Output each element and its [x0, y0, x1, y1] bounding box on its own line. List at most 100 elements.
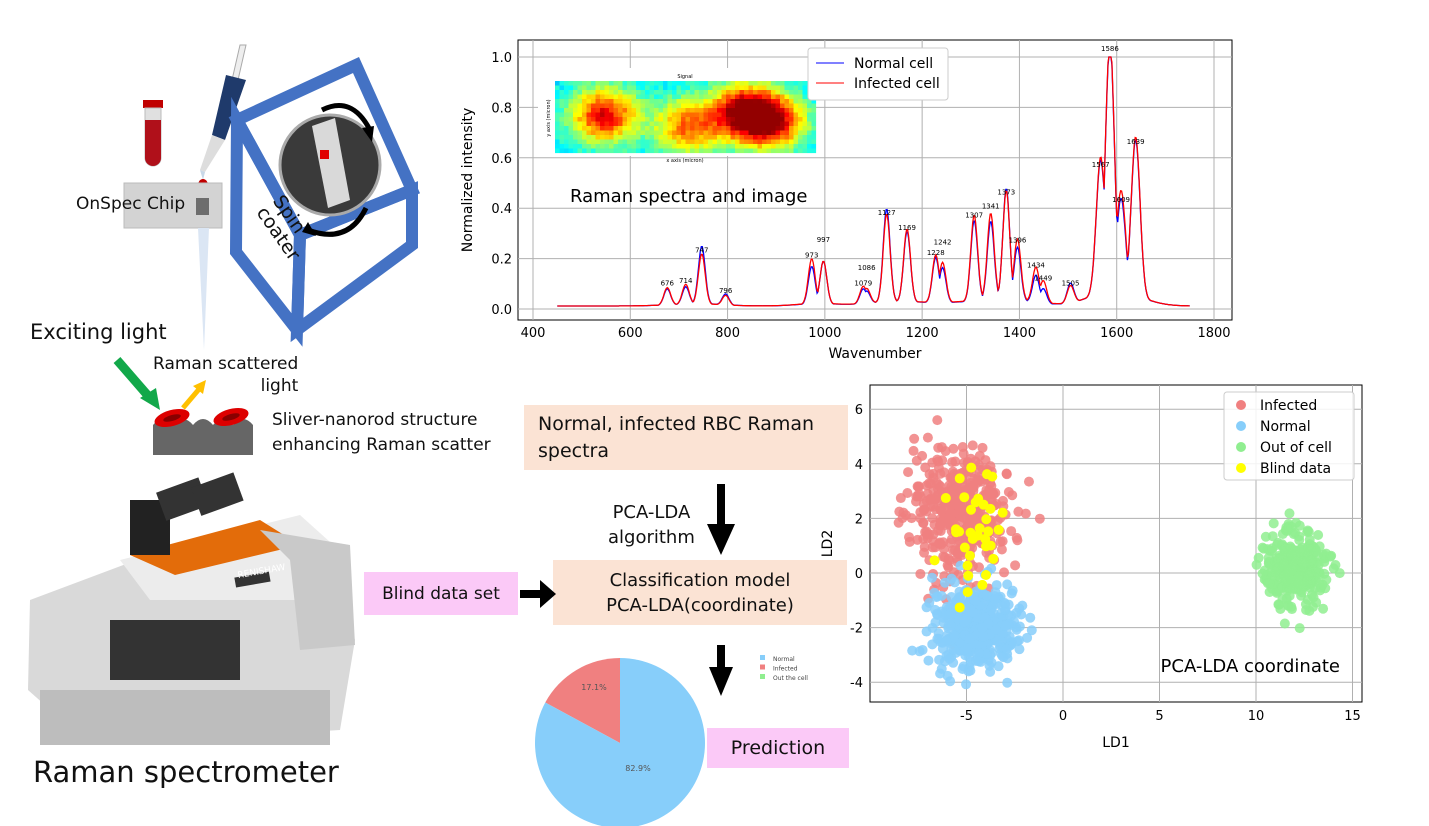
- heatmap-cell: [798, 148, 803, 154]
- heatmap-cell: [564, 135, 569, 140]
- scatter-point-blind-data: [983, 526, 994, 537]
- heatmap-cell: [712, 108, 718, 113]
- heatmap-cell: [577, 130, 583, 136]
- heatmap-cell: [559, 130, 565, 136]
- pie-slice-normal: [535, 658, 705, 826]
- heatmap-cell: [672, 112, 677, 118]
- heatmap-cell: [604, 94, 610, 100]
- heatmap-cell: [712, 148, 718, 154]
- heatmap-cell: [667, 126, 673, 131]
- heatmap-cell: [730, 139, 736, 145]
- heatmap-cell: [663, 117, 668, 122]
- heatmap-cell: [802, 85, 808, 91]
- heatmap-cell: [582, 148, 587, 154]
- heatmap-cell: [757, 112, 763, 118]
- heatmap-cell: [793, 85, 799, 91]
- heatmap-cell: [631, 112, 637, 118]
- heatmap-cell: [807, 112, 812, 118]
- scatter-point-blind-data: [965, 504, 976, 515]
- heatmap-cell: [744, 135, 749, 140]
- heatmap-cell: [793, 103, 799, 109]
- heatmap-cell: [730, 126, 736, 131]
- scatter-point-infected: [958, 448, 969, 459]
- heatmap-cell: [708, 108, 713, 113]
- heatmap-cell: [807, 135, 812, 140]
- heatmap-cell: [555, 99, 560, 104]
- heatmap-cell: [753, 81, 758, 86]
- heatmap-cell: [802, 126, 808, 131]
- heatmap-cell: [609, 126, 614, 131]
- y-tick-label: 0.0: [491, 303, 512, 318]
- heatmap-cell: [748, 126, 754, 131]
- scatter-point-infected: [1010, 560, 1021, 571]
- heatmap-cell: [726, 148, 731, 154]
- heatmap-cell: [577, 90, 583, 95]
- heatmap-cell: [802, 112, 808, 118]
- heatmap-cell: [793, 135, 799, 140]
- heatmap-cell: [577, 126, 583, 131]
- heatmap-cell: [753, 130, 758, 136]
- scatter-point-infected: [933, 456, 944, 467]
- heatmap-cell: [708, 117, 713, 122]
- scatter-point-normal: [973, 656, 984, 667]
- heatmap-cell: [690, 148, 695, 154]
- scatter-point-out-of-cell: [1293, 578, 1304, 589]
- heatmap-cell: [735, 112, 740, 118]
- heatmap-cell: [690, 139, 695, 145]
- heatmap-cell: [780, 81, 785, 86]
- heatmap-cell: [735, 81, 740, 86]
- heatmap-cell: [690, 85, 695, 91]
- y-tick-label: 0.6: [491, 152, 512, 167]
- heatmap-cell: [748, 144, 754, 149]
- heatmap-cell: [582, 90, 587, 95]
- heatmap-cell: [663, 144, 668, 149]
- heatmap-cell: [735, 85, 740, 91]
- heatmap-cell: [685, 112, 691, 118]
- heatmap-cell: [708, 139, 713, 145]
- heatmap-cell: [591, 85, 596, 91]
- heatmap-cell: [753, 90, 758, 95]
- heatmap-cell: [564, 148, 569, 154]
- scatter-point-infected: [973, 562, 984, 573]
- scatter-point-blind-data: [988, 553, 999, 564]
- heatmap-cell: [771, 144, 776, 149]
- heatmap-cell: [577, 94, 583, 100]
- heatmap-cell: [784, 99, 790, 104]
- heatmap-cell: [568, 148, 574, 154]
- heatmap-cell: [627, 103, 632, 109]
- inset-y-label: y axis (micron): [546, 99, 552, 136]
- heatmap-cell: [717, 117, 722, 122]
- sample-prep-illustration: RENISHAW: [28, 44, 421, 745]
- heatmap-cell: [703, 144, 709, 149]
- heatmap-cell: [681, 135, 686, 140]
- heatmap-cell: [658, 81, 664, 86]
- heatmap-cell: [748, 112, 754, 118]
- heatmap-cell: [793, 117, 799, 122]
- heatmap-cell: [798, 85, 803, 91]
- scatter-point-normal: [923, 655, 934, 666]
- heatmap-cell: [744, 99, 749, 104]
- heatmap-cell: [622, 135, 628, 140]
- heatmap-cell: [645, 117, 650, 122]
- heatmap-cell: [676, 103, 682, 109]
- heatmap-cell: [766, 117, 772, 122]
- scatter-point-blind-data: [940, 493, 951, 504]
- heatmap-cell: [600, 144, 605, 149]
- heatmap-cell: [600, 108, 605, 113]
- heatmap-cell: [757, 94, 763, 100]
- heatmap-cell: [712, 135, 718, 140]
- heatmap-cell: [730, 148, 736, 154]
- inset-title: Signal: [677, 74, 692, 80]
- peak-label: 796: [719, 287, 733, 295]
- heatmap-cell: [631, 108, 637, 113]
- heatmap-cell: [762, 148, 767, 154]
- heatmap-cell: [793, 99, 799, 104]
- scatter-point-infected: [999, 567, 1010, 578]
- heatmap-cell: [703, 99, 709, 104]
- heatmap-cell: [694, 108, 700, 113]
- heatmap-cell: [771, 139, 776, 145]
- heatmap-cell: [784, 121, 790, 127]
- heatmap-cell: [595, 103, 601, 109]
- heatmap-cell: [591, 99, 596, 104]
- scatter-point-infected: [903, 467, 914, 478]
